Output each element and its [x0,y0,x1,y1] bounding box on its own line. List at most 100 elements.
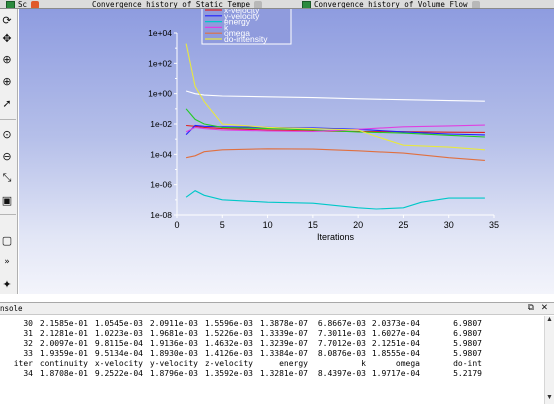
console-cell: 1.8930e-03 [149,349,198,358]
console-cell: omega [395,359,420,368]
console-cell: 1.6027e-04 [371,329,420,338]
console-title: nsole [0,304,23,313]
console-cell: energy [279,359,308,368]
console-cell: 1.0545e-03 [94,319,143,328]
console-cell: 2.1251e-04 [371,339,420,348]
close-icon[interactable] [31,0,40,8]
console-cell: 1.9136e-03 [149,339,198,348]
console-cell: 6.9807 [453,319,482,328]
console-cell: 30 [23,319,33,328]
console-cell: 1.8708e-01 [39,369,88,378]
close-icon[interactable] [254,0,263,8]
console-cell: 9.5134e-04 [94,349,143,358]
legend-label-omega: omega [224,28,250,38]
y-tick-label: 1e+04 [148,28,172,38]
lighting-icon[interactable]: ✦ [2,277,12,291]
console-cell: continuity [39,359,88,368]
console-cell: 9.2522e-04 [94,369,143,378]
zoom-out-icon[interactable]: ⊖ [2,149,12,163]
tab-bar: Sc Convergence history of Static Tempe C… [0,0,554,9]
console-cell: 1.3384e-07 [259,349,308,358]
console-cell: 1.8555e-04 [371,349,420,358]
console-cell: 1.9717e-04 [371,369,420,378]
tab-convergence-volume-flow[interactable]: Convergence history of Volume Flow [302,0,480,9]
console-cell: 1.5226e-03 [204,329,253,338]
console-cell: 9.8115e-04 [94,339,143,348]
console-output[interactable]: 30 2.1585e-01 1.0545e-03 2.0911e-03 1.5596e-… [0,316,544,404]
toolbar-separator [0,214,16,215]
scroll-down-icon[interactable]: ▼ [546,394,553,401]
y-tick-label: 1e-04 [150,149,172,159]
console-cell: 32 [23,339,33,348]
console-cell: z-velocity [204,359,253,368]
series-line-omega [185,148,485,161]
console-panel: nsole ⧉ ✕ 30 2.1585e-01 1.0545e-03 2.0911e-0… [0,302,554,404]
series-line-z-velocity [185,108,485,138]
series-line-energy [185,190,485,210]
console-cell: 8.4397e-03 [317,369,366,378]
legend-label-x-velocity: x-velocity [224,9,260,15]
console-cell: 7.3011e-03 [317,329,366,338]
tab-scene[interactable]: Sc [6,0,40,9]
float-icon[interactable]: ⧉ [527,303,534,313]
console-header: nsole ⧉ ✕ [0,303,554,315]
console-cell: 5.9807 [453,349,482,358]
toolbar-separator [0,119,16,120]
y-tick-label: 1e-06 [150,180,172,190]
console-cell: 2.0373e-04 [371,319,420,328]
x-tick-label: 35 [489,220,499,230]
rotate-icon[interactable]: ⟳ [2,13,12,27]
close-icon[interactable] [471,0,480,8]
zoom-box-icon[interactable]: ⊕ [2,74,12,88]
graphics-window-icon [6,0,15,8]
console-cell: 1.3592e-03 [204,369,253,378]
x-tick-label: 15 [308,220,318,230]
more-icon[interactable]: » [4,257,10,267]
legend-box [201,9,292,45]
pan-icon[interactable]: ✥ [2,31,12,45]
console-cell: 1.0223e-03 [94,329,143,338]
tab-convergence-static-temperature[interactable]: Convergence history of Static Tempe [92,0,263,8]
graphics-window[interactable]: 1e+04 1e+02 1e+00 1e-02 1e-04 1e-06 1e-08 0 5 10 1… [19,9,554,294]
x-tick-label: 0 [174,220,179,230]
close-icon[interactable]: ✕ [540,303,548,313]
y-tick-label: 1e+00 [148,89,172,99]
y-tick-label: 1e-02 [150,119,172,129]
zoom-in-icon[interactable]: ⊕ [2,52,12,66]
console-cell: 2.0911e-03 [149,319,198,328]
console-cell: 1.9359e-01 [39,349,88,358]
console-cell: 1.4126e-03 [204,349,253,358]
console-scrollbar[interactable]: ▲ ▼ [544,316,554,404]
residuals-chart: 1e+04 1e+02 1e+00 1e-02 1e-04 1e-06 1e-080 5 10 1… [148,9,499,242]
console-cell: 1.5596e-03 [204,319,253,328]
camera-icon[interactable]: ▣ [1,193,13,207]
console-cell: y-velocity [149,359,198,368]
zoom-to-fit-icon[interactable]: ⊙ [2,127,12,141]
console-cell: do-int [453,359,482,368]
legend-label-do-intensity: do-intensity [224,34,268,44]
console-cell: 7.7012e-03 [317,339,366,348]
window-icon[interactable]: ▢ [1,233,13,247]
tab-label: Convergence history of Volume Flow [314,0,468,9]
legend-label-k: k [224,22,229,32]
x-tick-label: 10 [263,220,273,230]
console-cell: 5.9807 [453,339,482,348]
y-tick-label: 1e-08 [150,210,172,220]
series-line-do-intensity [185,43,485,151]
chart-legend: x-velocityy-velocityenergykomegado-inten… [201,9,292,45]
console-cell: 6.8667e-03 [317,319,366,328]
console-cell: 1.3878e-07 [259,319,308,328]
graphics-window-icon [302,0,311,8]
console-cell: 1.9681e-03 [149,329,198,338]
axes-icon[interactable]: ⤡ [2,171,12,184]
scroll-up-icon[interactable]: ▲ [546,316,553,323]
legend-label-y-velocity: y-velocity [224,11,260,21]
console-cell: iter [13,359,33,368]
console-cell: x-velocity [94,359,143,368]
console-cell: 6.9807 [453,329,482,338]
x-axis-label: Iterations [317,232,355,242]
probe-icon[interactable]: ➚ [2,96,12,110]
console-cell: 31 [23,329,33,338]
console-cell: 2.0097e-01 [39,339,88,348]
tab-label: Sc [18,0,28,9]
